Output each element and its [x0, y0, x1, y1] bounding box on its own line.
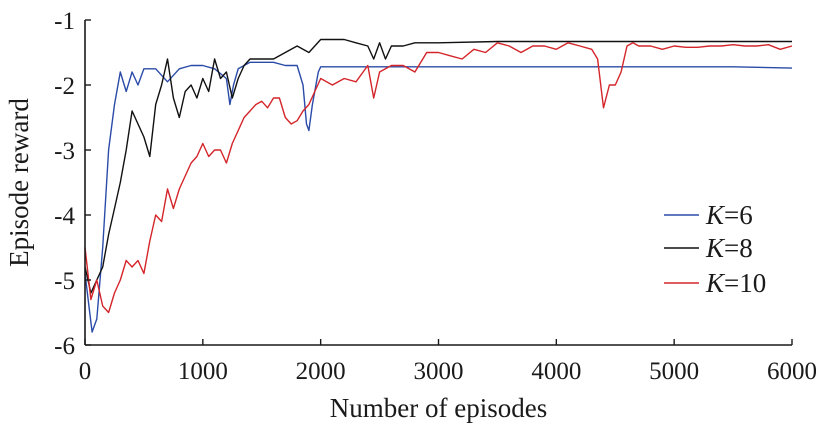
legend-label-k8: K=8	[705, 233, 753, 263]
legend-label-variable: K	[705, 200, 726, 230]
x-tick-label: 5000	[649, 358, 699, 385]
series-line-k10	[84, 42, 793, 314]
x-tick-label: 1000	[178, 358, 228, 385]
series-line-k8	[84, 38, 792, 294]
x-tick-label: 3000	[414, 358, 464, 385]
x-axis-title: Number of episodes	[330, 393, 547, 423]
x-tick-label: 4000	[531, 358, 581, 385]
y-tick-label: -6	[54, 333, 75, 360]
series-layer	[84, 38, 793, 333]
legend-label-k6: K=6	[705, 200, 753, 230]
legend-label-k10: K=10	[705, 268, 766, 298]
legend-label-variable: K	[705, 233, 726, 263]
series-line-k6	[84, 61, 793, 333]
y-tick-label: -3	[54, 138, 75, 165]
legend-label-value: =6	[724, 200, 753, 230]
y-tick-label: -4	[54, 203, 75, 230]
y-axis-title: Episode reward	[4, 98, 34, 267]
legend-label-value: =10	[724, 268, 766, 298]
x-tick-label: 6000	[767, 358, 817, 385]
y-tick-label: -2	[54, 73, 75, 100]
x-tick-label: 0	[79, 358, 92, 385]
x-tick-label: 2000	[296, 358, 346, 385]
y-tick-label: -5	[54, 268, 75, 295]
legend-label-value: =8	[724, 233, 753, 263]
legend: K=6K=8K=10	[664, 200, 766, 298]
axes-layer: 0 1000 2000 3000 4000 5000 6000 -1 -2 -3 -4 -5 -6	[54, 8, 817, 385]
legend-label-variable: K	[705, 268, 726, 298]
y-tick-label: -1	[54, 8, 75, 35]
